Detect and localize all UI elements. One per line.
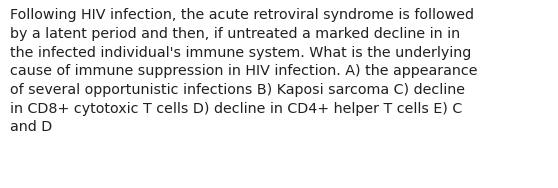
Text: Following HIV infection, the acute retroviral syndrome is followed
by a latent p: Following HIV infection, the acute retro… (10, 8, 478, 134)
